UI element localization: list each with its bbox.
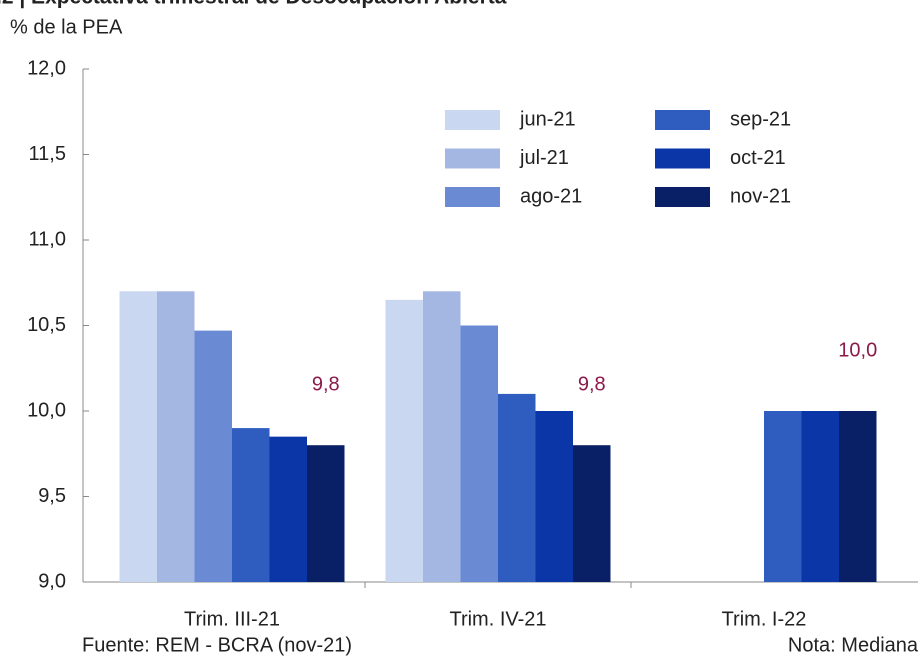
note: Nota: Mediana <box>788 634 918 656</box>
chart-title: .2 | Expectativa trimestral de Desocupac… <box>0 0 507 9</box>
x-tick-label: Trim. III-21 <box>184 608 280 630</box>
bar <box>839 411 877 582</box>
y-tick-label: 9,0 <box>38 570 66 592</box>
bar <box>573 445 611 582</box>
x-tick-label: Trim. I-22 <box>722 608 807 630</box>
y-axis-label: % de la PEA <box>10 16 123 38</box>
bar <box>307 445 345 582</box>
bar <box>119 291 157 582</box>
y-tick-label: 10,5 <box>27 314 66 336</box>
bar <box>460 325 498 582</box>
bar <box>535 411 573 582</box>
y-tick-label: 12,0 <box>27 57 66 79</box>
legend-label: sep-21 <box>730 108 791 130</box>
bar <box>498 393 536 582</box>
legend-label: jun-21 <box>519 108 576 130</box>
legend-swatch <box>655 110 710 130</box>
bar <box>385 299 423 582</box>
legend-label: oct-21 <box>730 147 786 169</box>
y-tick-label: 11,5 <box>29 143 66 165</box>
x-tick-label: Trim. IV-21 <box>449 608 546 630</box>
legend-swatch <box>655 187 710 207</box>
bar <box>801 411 839 582</box>
legend-swatch <box>445 148 500 169</box>
value-label: 9,8 <box>578 373 606 395</box>
bar <box>423 291 461 582</box>
y-tick-label: 11,0 <box>29 228 66 250</box>
y-tick-label: 9,5 <box>38 485 66 507</box>
legend-swatch <box>655 148 710 169</box>
legend-swatch <box>445 187 500 207</box>
bar <box>157 291 195 582</box>
legend-label: ago-21 <box>520 185 582 207</box>
legend-swatch <box>445 110 500 130</box>
legend-label: nov-21 <box>730 185 791 207</box>
bar <box>764 411 802 582</box>
value-label: 10,0 <box>838 339 877 361</box>
bar <box>194 330 232 582</box>
source: Fuente: REM - BCRA (nov-21) <box>82 634 352 656</box>
legend-label: jul-21 <box>519 147 569 169</box>
y-tick-label: 10,0 <box>27 399 66 421</box>
bar <box>269 436 307 582</box>
value-label: 9,8 <box>312 373 340 395</box>
bar <box>232 428 270 582</box>
